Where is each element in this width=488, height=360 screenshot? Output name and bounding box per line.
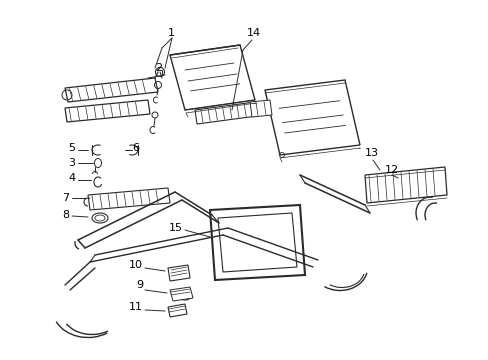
Text: 8: 8 xyxy=(62,210,69,220)
Polygon shape xyxy=(65,100,150,122)
Text: 3: 3 xyxy=(68,158,75,168)
Text: 10: 10 xyxy=(129,260,142,270)
Polygon shape xyxy=(195,102,257,124)
Text: 1: 1 xyxy=(168,28,175,38)
Polygon shape xyxy=(168,265,190,281)
Polygon shape xyxy=(249,100,271,117)
Text: 7: 7 xyxy=(62,193,69,203)
Text: 9: 9 xyxy=(136,280,142,290)
Polygon shape xyxy=(170,45,254,110)
Text: 11: 11 xyxy=(129,302,142,312)
Polygon shape xyxy=(168,304,186,317)
Text: 6: 6 xyxy=(132,143,139,153)
Text: 14: 14 xyxy=(246,28,261,38)
Text: 13: 13 xyxy=(364,148,378,158)
Text: 5: 5 xyxy=(68,143,75,153)
Polygon shape xyxy=(88,188,170,210)
Text: 4: 4 xyxy=(68,173,75,183)
Polygon shape xyxy=(170,287,193,301)
Polygon shape xyxy=(218,213,296,272)
Polygon shape xyxy=(209,205,305,280)
Polygon shape xyxy=(264,80,359,155)
Text: 2: 2 xyxy=(155,63,162,73)
Text: 12: 12 xyxy=(384,165,398,175)
Polygon shape xyxy=(65,78,158,102)
Polygon shape xyxy=(364,167,446,203)
Text: 15: 15 xyxy=(169,223,183,233)
